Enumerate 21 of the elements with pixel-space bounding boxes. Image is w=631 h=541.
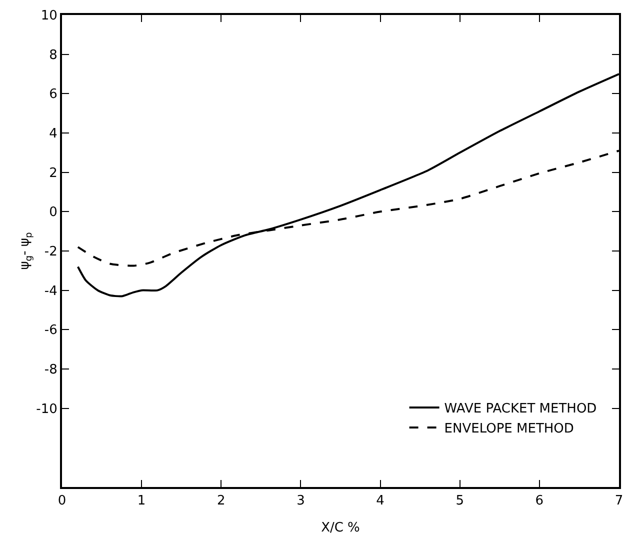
y-tick-label: -10: [36, 402, 58, 417]
x-axis-title: X/C %: [321, 520, 360, 536]
legend-label: WAVE PACKET METHOD: [444, 402, 597, 417]
y-tick-label: 10: [40, 8, 58, 24]
y-tick-label: -4: [44, 284, 58, 299]
x-tick-label: 4: [376, 494, 384, 509]
x-tick-label: 1: [137, 494, 146, 509]
x-tick-label: 7: [614, 494, 624, 509]
y-tick-label: 2: [49, 166, 58, 181]
y-tick-label: -2: [44, 244, 58, 260]
y-tick-label: -6: [44, 323, 58, 338]
y-tick-label: -8: [44, 362, 58, 378]
y-tick-label: 8: [49, 48, 58, 63]
y-tick-label: 0: [49, 205, 58, 220]
x-tick-label: 3: [296, 494, 305, 509]
x-tick-label: 5: [456, 494, 464, 509]
legend-label: ENVELOPE METHOD: [444, 422, 574, 437]
x-tick-label: 2: [217, 494, 226, 509]
y-tick-label: 6: [49, 87, 58, 102]
y-tick-label: 4: [49, 126, 58, 142]
x-tick-label: 6: [535, 494, 544, 509]
